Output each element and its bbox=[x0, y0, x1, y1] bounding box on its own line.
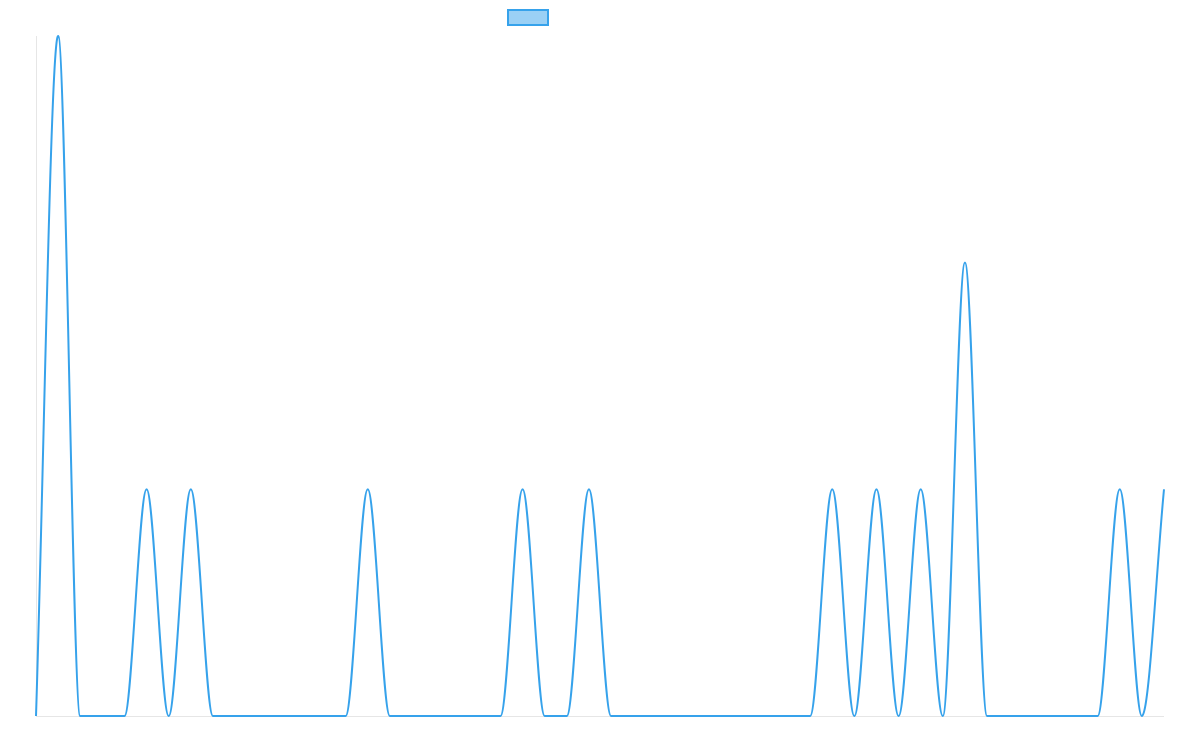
data-point[interactable] bbox=[895, 712, 903, 720]
data-point[interactable] bbox=[98, 712, 106, 720]
data-point[interactable] bbox=[297, 712, 305, 720]
data-point[interactable] bbox=[54, 32, 62, 40]
data-point[interactable] bbox=[828, 485, 836, 493]
data-point[interactable] bbox=[275, 712, 283, 720]
data-point[interactable] bbox=[430, 712, 438, 720]
data-point[interactable] bbox=[364, 485, 372, 493]
data-point[interactable] bbox=[120, 712, 128, 720]
data-point[interactable] bbox=[696, 712, 704, 720]
data-point[interactable] bbox=[386, 712, 394, 720]
data-point[interactable] bbox=[651, 712, 659, 720]
data-point[interactable] bbox=[563, 712, 571, 720]
data-point[interactable] bbox=[320, 712, 328, 720]
data-point[interactable] bbox=[607, 712, 615, 720]
series-line bbox=[35, 35, 1165, 717]
data-point[interactable] bbox=[32, 712, 40, 720]
data-point[interactable] bbox=[983, 712, 991, 720]
data-point[interactable] bbox=[1094, 712, 1102, 720]
data-point[interactable] bbox=[784, 712, 792, 720]
data-point[interactable] bbox=[187, 485, 195, 493]
data-point[interactable] bbox=[452, 712, 460, 720]
series-group bbox=[32, 32, 1168, 720]
data-point[interactable] bbox=[718, 712, 726, 720]
data-point[interactable] bbox=[1160, 485, 1168, 493]
data-point[interactable] bbox=[474, 712, 482, 720]
data-point[interactable] bbox=[1116, 485, 1124, 493]
data-point[interactable] bbox=[762, 712, 770, 720]
data-point[interactable] bbox=[629, 712, 637, 720]
data-point[interactable] bbox=[1072, 712, 1080, 720]
data-point[interactable] bbox=[917, 485, 925, 493]
data-point[interactable] bbox=[143, 485, 151, 493]
data-point[interactable] bbox=[496, 712, 504, 720]
data-point[interactable] bbox=[253, 712, 261, 720]
data-point[interactable] bbox=[231, 712, 239, 720]
data-point[interactable] bbox=[209, 712, 217, 720]
data-point[interactable] bbox=[1027, 712, 1035, 720]
data-point[interactable] bbox=[850, 712, 858, 720]
data-point[interactable] bbox=[408, 712, 416, 720]
data-point[interactable] bbox=[541, 712, 549, 720]
data-point[interactable] bbox=[519, 485, 527, 493]
data-point[interactable] bbox=[585, 485, 593, 493]
data-point[interactable] bbox=[939, 712, 947, 720]
data-point[interactable] bbox=[342, 712, 350, 720]
data-point[interactable] bbox=[872, 485, 880, 493]
data-point[interactable] bbox=[806, 712, 814, 720]
data-point[interactable] bbox=[673, 712, 681, 720]
data-point[interactable] bbox=[1049, 712, 1057, 720]
data-point[interactable] bbox=[1138, 712, 1146, 720]
data-point[interactable] bbox=[1005, 712, 1013, 720]
data-point[interactable] bbox=[165, 712, 173, 720]
data-point[interactable] bbox=[740, 712, 748, 720]
legend-swatch[interactable] bbox=[507, 9, 549, 26]
data-point[interactable] bbox=[76, 712, 84, 720]
data-point[interactable] bbox=[961, 259, 969, 267]
